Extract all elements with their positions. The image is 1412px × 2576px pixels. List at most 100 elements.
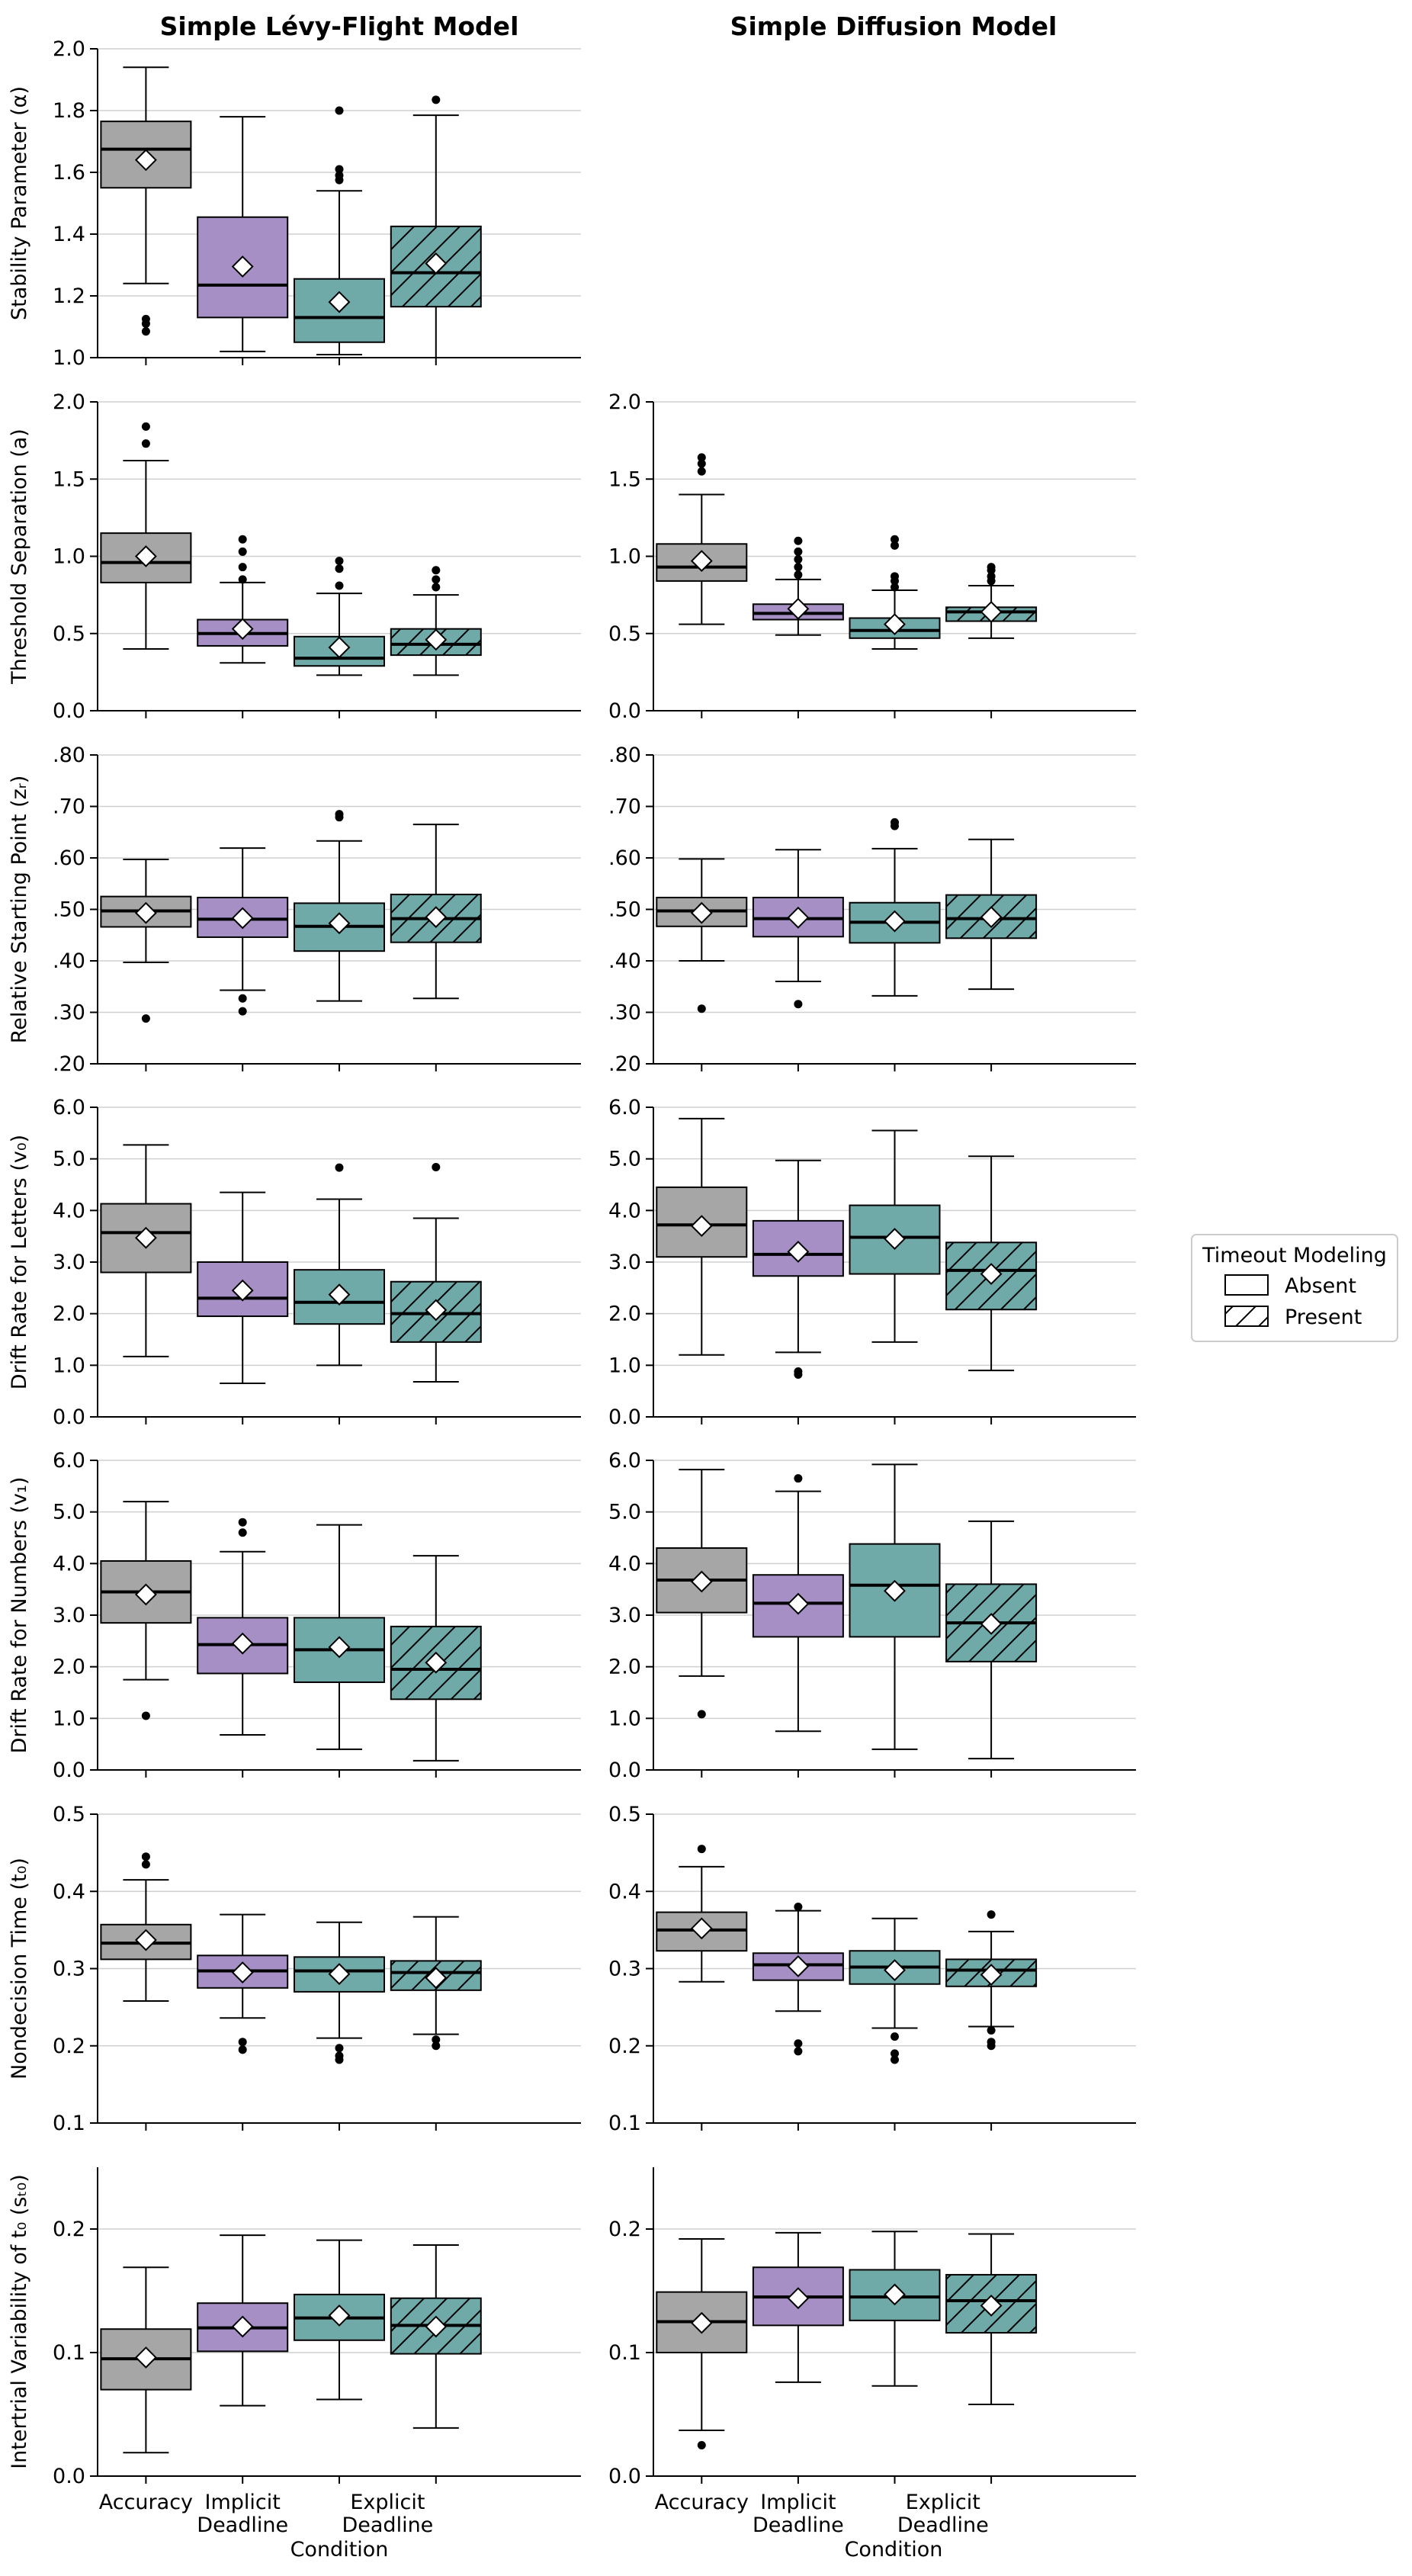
outlier-point bbox=[238, 1518, 247, 1527]
mean-marker bbox=[787, 1592, 810, 1615]
box-outline bbox=[849, 1543, 941, 1638]
y-tick-label: .20 bbox=[53, 1052, 85, 1076]
y-tick-label: 6.0 bbox=[608, 1449, 641, 1473]
mean-marker bbox=[690, 2311, 713, 2334]
y-tick-label: 0.3 bbox=[608, 1958, 641, 1981]
mean-marker bbox=[884, 1959, 906, 1981]
y-tick-label: 2.0 bbox=[53, 390, 85, 414]
outlier-point bbox=[697, 467, 706, 476]
mean-marker bbox=[884, 1579, 906, 1602]
y-tick-label: 5.0 bbox=[608, 1501, 641, 1524]
box-outline bbox=[656, 543, 748, 582]
y-tick-label: 2.0 bbox=[53, 1656, 85, 1679]
mean-marker bbox=[980, 906, 1003, 929]
box-outline bbox=[849, 2269, 941, 2321]
x-tick-label: Explicit bbox=[350, 2491, 425, 2514]
mean-marker bbox=[884, 2283, 906, 2306]
box-2 bbox=[849, 535, 941, 650]
box-0 bbox=[656, 858, 748, 1013]
y-axis-label: Intertrial Variability of t₀ (sₜ₀) bbox=[8, 2174, 31, 2469]
panel: 0.0 1.0 2.0 3.0 4.0 5.0 6.0 bbox=[608, 1449, 1136, 1782]
box-0 bbox=[656, 1845, 748, 1983]
y-tick-label: 2.0 bbox=[53, 37, 85, 61]
y-tick-label: 0.0 bbox=[53, 2465, 85, 2488]
box-0 bbox=[100, 1144, 192, 1357]
y-tick-label: 0.1 bbox=[53, 2341, 85, 2365]
box-outline bbox=[945, 1958, 1038, 1987]
outlier-point bbox=[891, 572, 899, 581]
y-tick-label: 4.0 bbox=[608, 1199, 641, 1222]
box-1 bbox=[197, 1191, 289, 1385]
y-tick-label: 1.5 bbox=[53, 467, 85, 491]
mean-marker bbox=[980, 2295, 1003, 2317]
outlier-point bbox=[238, 563, 247, 572]
x-tick-label: Explicit bbox=[906, 2491, 980, 2514]
outlier-point bbox=[794, 2047, 803, 2056]
y-tick-label: 0.4 bbox=[53, 1880, 85, 1903]
column-title-levy: Simple Lévy-Flight Model bbox=[160, 11, 519, 41]
box-3 bbox=[945, 838, 1038, 991]
box-0 bbox=[656, 1117, 748, 1356]
panel: 0.0 1.0 2.0 3.0 4.0 5.0 6.0 bbox=[608, 1096, 1136, 1429]
box-2 bbox=[294, 1163, 385, 1367]
mean-marker bbox=[134, 1226, 157, 1249]
mean-marker bbox=[425, 252, 448, 275]
x-tick-label: Deadline bbox=[753, 2513, 844, 2537]
mean-marker bbox=[328, 291, 351, 313]
box-2 bbox=[294, 2239, 385, 2401]
mean-marker bbox=[787, 2287, 810, 2310]
mean-marker bbox=[690, 550, 713, 572]
y-tick-label: .70 bbox=[53, 795, 85, 819]
box-3 bbox=[390, 824, 482, 1000]
mean-marker bbox=[328, 912, 351, 935]
box-1 bbox=[752, 1159, 844, 1380]
box-0 bbox=[100, 66, 192, 336]
y-tick-label: 1.5 bbox=[608, 467, 641, 491]
box-3 bbox=[390, 1162, 482, 1383]
x-tick-label: Implicit bbox=[205, 2491, 281, 2514]
box-1 bbox=[752, 849, 844, 1009]
box-outline bbox=[656, 1911, 748, 1952]
outlier-point bbox=[335, 165, 344, 174]
outlier-point bbox=[794, 563, 803, 572]
y-tick-label: .40 bbox=[608, 949, 641, 973]
mean-marker bbox=[884, 1228, 906, 1250]
outlier-point bbox=[432, 95, 441, 104]
mean-marker bbox=[231, 255, 254, 278]
outlier-point bbox=[141, 327, 150, 336]
box-2 bbox=[294, 1524, 385, 1750]
y-tick-label: 6.0 bbox=[53, 1096, 85, 1119]
outlier-point bbox=[891, 2032, 899, 2041]
y-tick-label: 1.0 bbox=[53, 1354, 85, 1377]
panel: .20 .30 .40 .50 .60 .70 .80 bbox=[53, 744, 581, 1076]
box-1 bbox=[752, 1903, 844, 2056]
outlier-point bbox=[432, 2035, 441, 2044]
outlier-point bbox=[335, 1163, 344, 1172]
y-tick-label: 1.0 bbox=[53, 545, 85, 569]
y-tick-label: .60 bbox=[53, 846, 85, 870]
y-tick-label: 1.4 bbox=[53, 223, 85, 246]
mean-marker bbox=[231, 1279, 254, 1302]
outlier-point bbox=[697, 459, 706, 468]
y-tick-label: 1.0 bbox=[53, 346, 85, 370]
outlier-point bbox=[238, 575, 247, 584]
column-title-diffusion: Simple Diffusion Model bbox=[730, 11, 1057, 41]
y-tick-label: 0.1 bbox=[608, 2112, 641, 2135]
box-3 bbox=[390, 566, 482, 676]
outlier-point bbox=[432, 575, 441, 584]
mean-marker bbox=[231, 2315, 254, 2338]
box-outline bbox=[390, 1625, 482, 1701]
y-tick-label: 0.0 bbox=[608, 1759, 641, 1782]
y-tick-label: 0.0 bbox=[53, 1405, 85, 1429]
y-tick-label: 1.0 bbox=[608, 545, 641, 569]
mean-marker bbox=[690, 1215, 713, 1238]
mean-marker bbox=[134, 149, 157, 172]
box-0 bbox=[100, 1501, 192, 1720]
box-3 bbox=[390, 1916, 482, 2051]
y-tick-label: 0.5 bbox=[53, 622, 85, 646]
box-outline bbox=[294, 1956, 385, 1993]
outlier-point bbox=[697, 453, 706, 462]
y-axis-label: Drift Rate for Letters (v₀) bbox=[8, 1135, 31, 1389]
y-axis-label: Stability Parameter (α) bbox=[8, 86, 31, 320]
y-tick-label: .70 bbox=[608, 795, 641, 819]
